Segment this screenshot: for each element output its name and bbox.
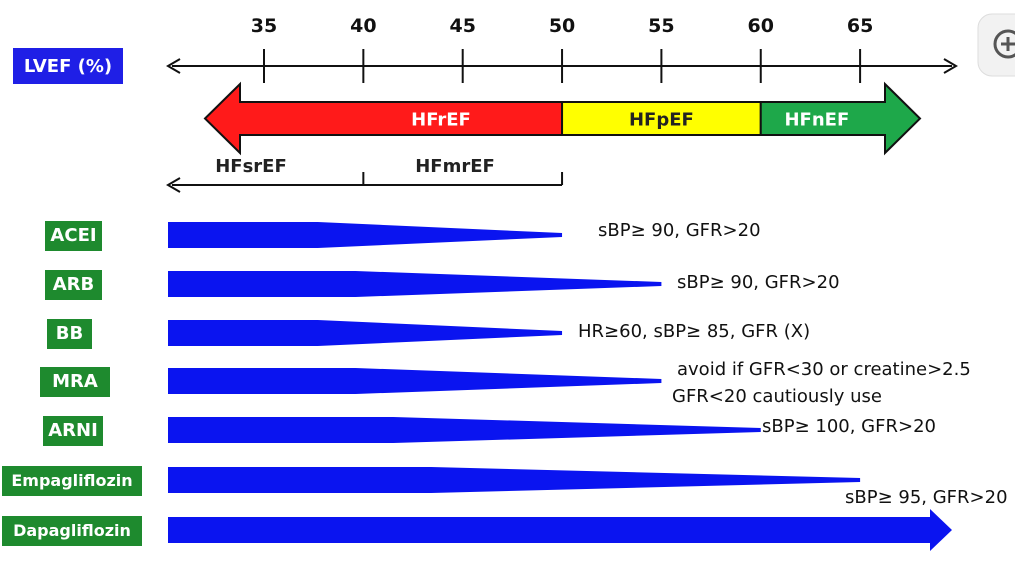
- drug-label: MRA: [52, 371, 98, 392]
- drug-note: avoid if GFR<30 or creatine>2.5: [677, 359, 971, 380]
- band-hfnef: [759, 81, 922, 156]
- drug-range-bar: [168, 222, 563, 248]
- drug-label-box: [45, 270, 102, 300]
- hf-category-bands: HFrEF HFpEF HFnEF: [203, 81, 922, 156]
- axis-tick-label: 60: [748, 15, 774, 37]
- drug-label: ARB: [53, 274, 95, 295]
- drug-note: sBP≥ 100, GFR>20: [762, 416, 936, 437]
- drug-label: Dapagliflozin: [13, 521, 131, 540]
- band-label: HFnEF: [784, 110, 849, 131]
- axis-right-arrowhead: [943, 58, 958, 74]
- zoom-in-icon[interactable]: [977, 13, 1015, 77]
- drug-note-secondary: GFR<20 cautiously use: [672, 386, 882, 407]
- axis-tick-label: 65: [847, 15, 873, 37]
- hf-subcategory-axis: HFsrEF HFmrEF: [166, 156, 564, 193]
- drug-label-box: [40, 367, 110, 397]
- band-hfref: [203, 81, 564, 156]
- axis-tick-label: 45: [449, 15, 475, 37]
- band-label: HFrEF: [411, 110, 471, 131]
- drug-range-bar: [168, 417, 761, 443]
- lvef-label-box: [13, 48, 123, 84]
- drug-label-box: [47, 319, 92, 349]
- drug-label-box: [43, 416, 103, 446]
- drug-note: sBP≥ 95, GFR>20: [845, 487, 1008, 508]
- drug-note: sBP≥ 90, GFR>20: [677, 272, 840, 293]
- axis-tick-label: 55: [648, 15, 674, 37]
- drug-label: ACEI: [50, 225, 96, 246]
- drug-note: HR≥60, sBP≥ 85, GFR (X): [578, 321, 810, 342]
- axis-tick-label: 40: [350, 15, 376, 37]
- subaxis-arrowhead: [166, 177, 181, 193]
- drug-range-bar: [168, 509, 952, 551]
- drug-label-box: [2, 516, 142, 546]
- drug-label-box: [2, 466, 142, 496]
- drug-label: ARNI: [48, 420, 98, 441]
- lvef-axis: 35 40 45 50 55 60 65: [166, 15, 958, 83]
- drug-label: Empagliflozin: [11, 471, 132, 490]
- drug-note: sBP≥ 90, GFR>20: [598, 220, 761, 241]
- drug-label: BB: [56, 323, 83, 344]
- axis-tick-label: 35: [251, 15, 277, 37]
- subcategory-label: HFsrEF: [215, 156, 287, 177]
- drug-range-bar: [168, 368, 662, 394]
- axis-tick-label: 50: [549, 15, 575, 37]
- subcategory-label: HFmrEF: [415, 156, 495, 177]
- drug-therapy-rows: ACEI sBP≥ 90, GFR>20 ARB sBP≥ 90, GFR>20 BB H…: [2, 220, 1008, 551]
- axis-left-arrowhead: [166, 58, 181, 74]
- drug-range-bar: [168, 320, 563, 346]
- drug-label-box: [45, 221, 102, 251]
- band-label: HFpEF: [629, 110, 694, 131]
- drug-range-bar: [168, 467, 861, 493]
- drug-range-bar: [168, 271, 662, 297]
- lvef-label: LVEF (%): [24, 56, 112, 77]
